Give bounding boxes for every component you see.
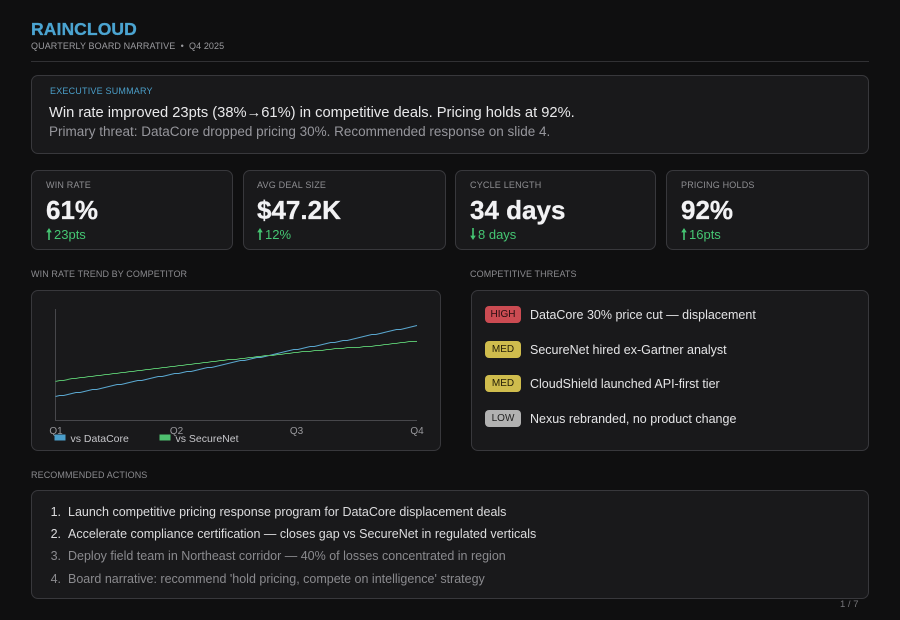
- svg-text:Q4: Q4: [410, 426, 424, 437]
- svg-text:vs DataCore: vs DataCore: [71, 433, 130, 445]
- svg-text:Q3: Q3: [290, 426, 304, 437]
- svg-text:Q2: Q2: [170, 426, 184, 437]
- svg-text:Q1: Q1: [49, 426, 63, 437]
- svg-text:vs SecureNet: vs SecureNet: [176, 433, 239, 445]
